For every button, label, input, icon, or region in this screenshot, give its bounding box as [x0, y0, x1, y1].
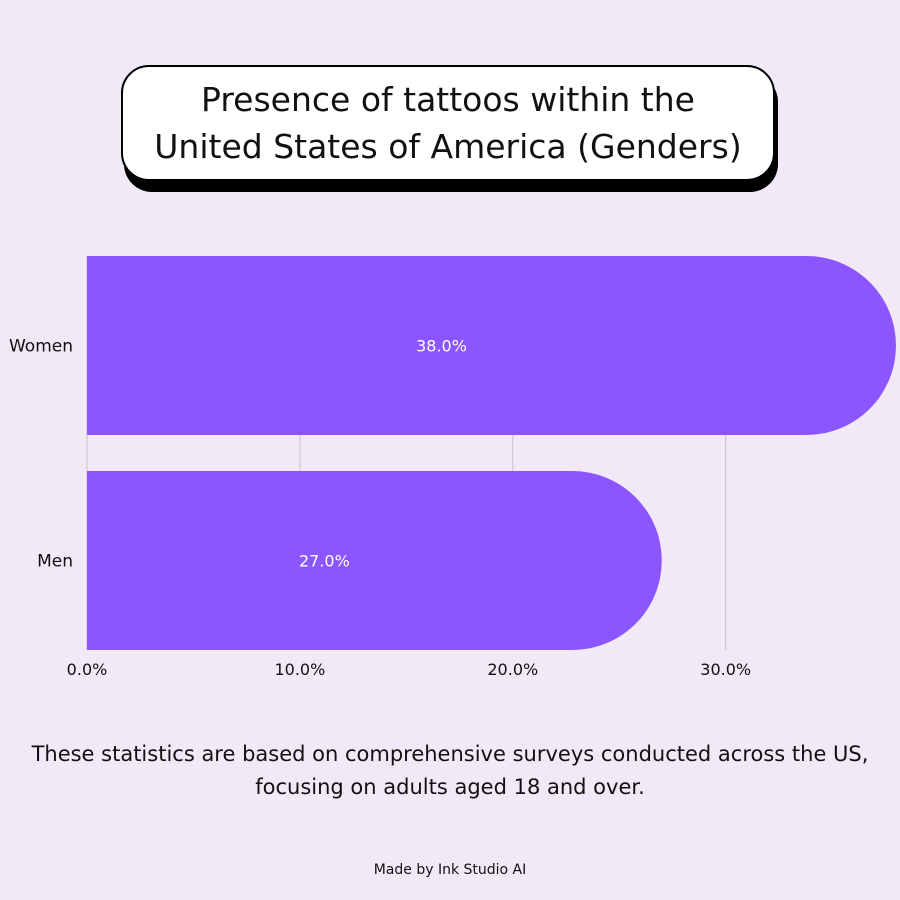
category-label-women: Women — [9, 337, 73, 357]
x-tick-label-3: 30.0% — [700, 660, 751, 679]
x-tick-label-2: 20.0% — [487, 660, 538, 679]
credit-text: Made by Ink Studio AI — [373, 862, 527, 878]
category-label-men: Men — [37, 552, 73, 572]
title-box: Presence of tattoos within the United St… — [121, 65, 775, 181]
data-label-women: 38.0% — [416, 337, 467, 356]
footnote-text: These statistics are based on comprehens… — [31, 742, 869, 799]
data-label-men: 27.0% — [299, 552, 350, 571]
bar-men — [87, 471, 662, 650]
bar-women — [87, 256, 896, 435]
x-tick-label-0: 0.0% — [67, 660, 108, 679]
x-tick-label-1: 10.0% — [274, 660, 325, 679]
chart-title: Presence of tattoos within the United St… — [154, 80, 742, 166]
